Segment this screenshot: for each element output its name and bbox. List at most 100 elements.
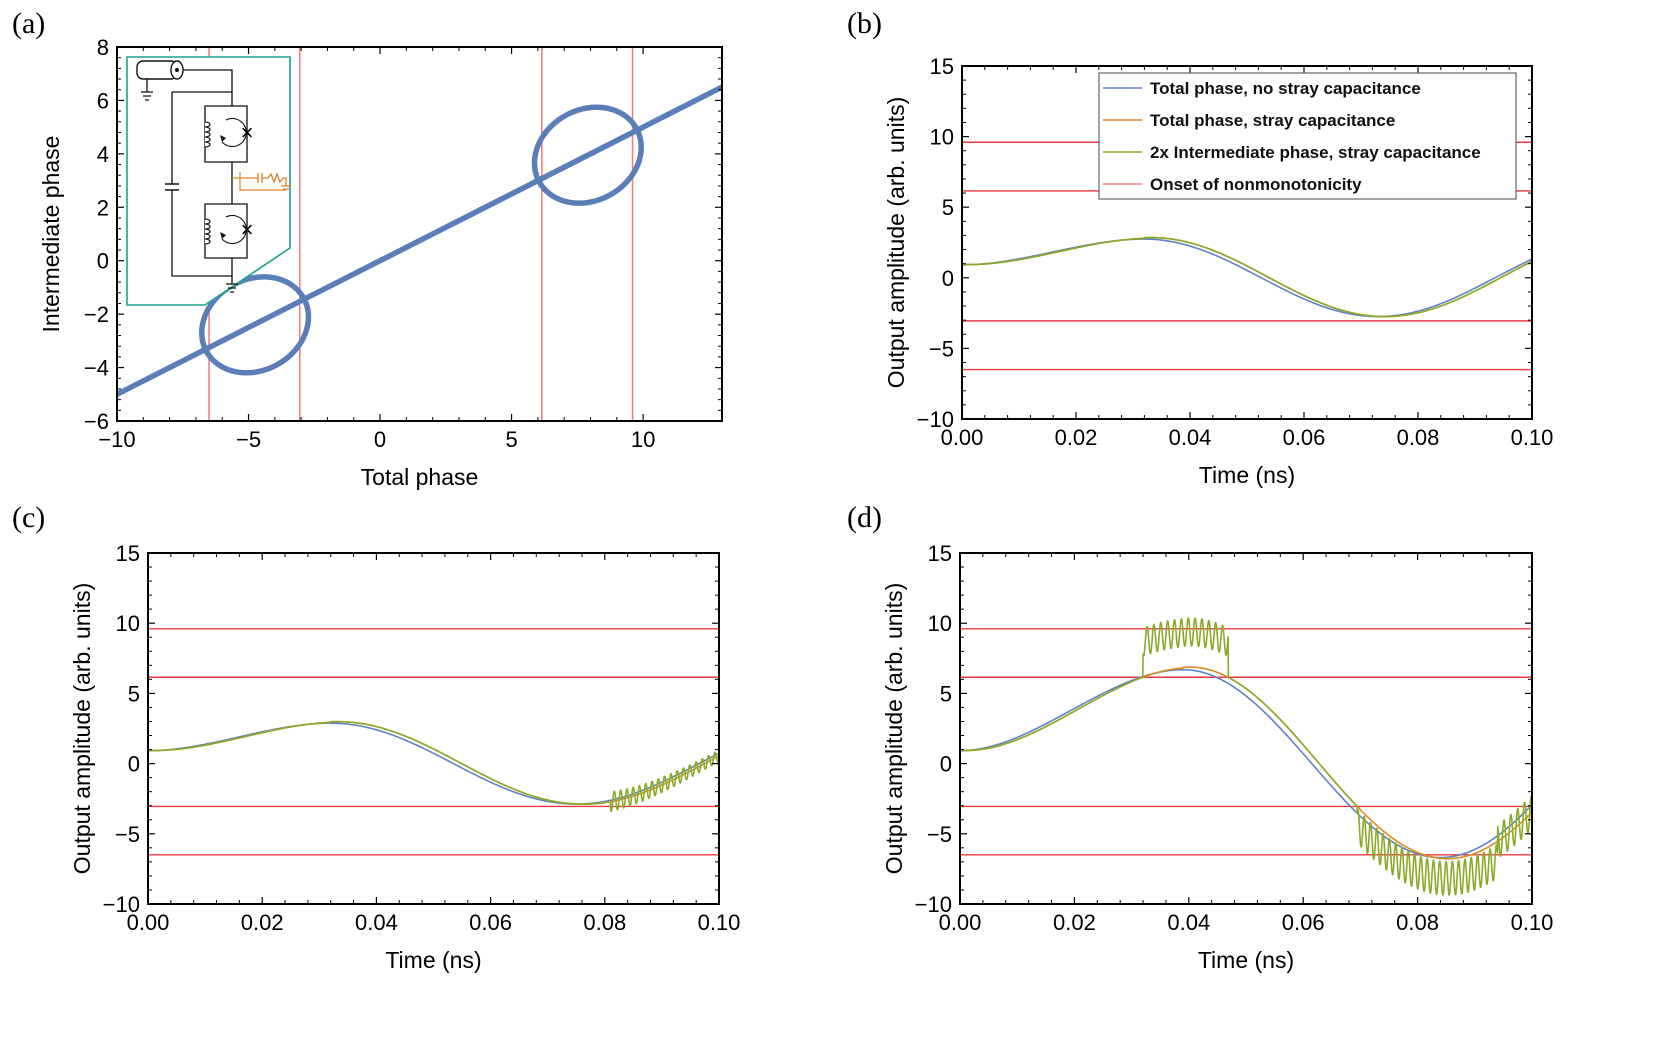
upper-loop <box>531 104 644 206</box>
x-tick-label: 0.08 <box>583 910 626 935</box>
legend-label: Total phase, stray capacitance <box>1150 111 1395 130</box>
circuit-inset: ×× <box>126 56 291 306</box>
x-tick-label: 0.00 <box>941 425 984 450</box>
y-tick-label: 0 <box>128 752 140 777</box>
x-tick-label: 0 <box>374 427 386 452</box>
panel-c: 0.00 0.02 0.04 0.06 0.08 0.10 −10 −5 0 5 10 15 Time … <box>12 501 740 973</box>
arrowhead-icon <box>220 232 226 239</box>
x-tick-label: 0.00 <box>939 910 982 935</box>
y-axis-label: Output amplitude (arb. units) <box>881 583 907 874</box>
x-tick-label: 0.06 <box>1282 910 1325 935</box>
inductor-icon <box>204 218 211 245</box>
y-tick-label: −4 <box>84 356 109 381</box>
panel-label-a: (a) <box>12 7 45 40</box>
frame-c <box>147 552 720 905</box>
y-tick-label: −5 <box>927 822 952 847</box>
x-tick-label: 0.10 <box>698 910 741 935</box>
junction-icon: × <box>241 120 254 145</box>
legend-box <box>1098 72 1517 200</box>
y-tick-label: −10 <box>915 892 952 917</box>
flux-arrow-icon <box>221 214 247 245</box>
x-tick-label: 5 <box>505 427 517 452</box>
x-axis-label: Total phase <box>361 464 479 490</box>
x-tick-label: 0.02 <box>241 910 284 935</box>
x-tick-label: 0.06 <box>469 910 512 935</box>
lower-loop <box>199 274 312 376</box>
y-tick-label: 0 <box>940 752 952 777</box>
y-tick-label: 5 <box>942 195 954 220</box>
x-tick-label: −10 <box>98 427 135 452</box>
y-tick-label: 4 <box>97 142 109 167</box>
y-tick-label: 15 <box>930 54 954 79</box>
series-intermediate <box>960 617 1532 896</box>
wire <box>171 91 238 293</box>
y-tick-label: −5 <box>115 822 140 847</box>
y-tick-label: −10 <box>103 892 140 917</box>
x-tick-label: 0.02 <box>1053 910 1096 935</box>
coax-pin-icon <box>175 68 179 72</box>
panel-d: 0.00 0.02 0.04 0.06 0.08 0.10 −10 −5 0 5 10 15 Time … <box>847 501 1553 973</box>
y-tick-label: 15 <box>928 541 952 566</box>
x-tick-label: 0.10 <box>1511 910 1554 935</box>
inductor-icon <box>204 121 211 148</box>
x-axis-label: Time (ns) <box>1198 947 1294 973</box>
y-tick-label: −10 <box>917 407 954 432</box>
series-no-stray <box>962 238 1532 318</box>
x-tick-label: 0.02 <box>1055 425 1098 450</box>
x-tick-label: 0.06 <box>1283 425 1326 450</box>
x-tick-label: −5 <box>236 427 261 452</box>
y-tick-label: 2 <box>97 195 109 220</box>
y-tick-label: 5 <box>940 681 952 706</box>
panel-a: −10 −5 0 5 10 −6 −4 −2 0 2 4 6 8 Total phase Intermedi… <box>12 7 723 490</box>
series-no-stray <box>148 722 719 805</box>
y-tick-label: −5 <box>929 336 954 361</box>
x-tick-label: 0.10 <box>1511 425 1554 450</box>
plot-area-d <box>960 617 1532 896</box>
flux-arrow-icon <box>221 117 247 148</box>
y-axis-label: Intermediate phase <box>38 136 64 333</box>
legend-label: Onset of nonmonotonicity <box>1150 175 1362 194</box>
y-tick-label: 10 <box>116 611 140 636</box>
arrowhead-icon <box>220 135 226 142</box>
legend: Total phase, no stray capacitance Total p… <box>1098 72 1517 200</box>
legend-label: 2x Intermediate phase, stray capacitance <box>1150 143 1481 162</box>
stray-wire <box>239 172 286 191</box>
panel-label-c: (c) <box>12 501 45 534</box>
series-intermediate <box>148 720 719 813</box>
y-tick-label: 5 <box>128 681 140 706</box>
y-axis-label: Output amplitude (arb. units) <box>69 583 95 874</box>
y-tick-label: 6 <box>97 88 109 113</box>
x-axis-label: Time (ns) <box>385 947 481 973</box>
panel-label-b: (b) <box>847 7 882 40</box>
y-axis-label: Output amplitude (arb. units) <box>883 97 909 388</box>
series-no-stray <box>960 668 1532 859</box>
capacitor-icon <box>165 183 179 191</box>
main-branch-line <box>117 84 722 397</box>
series-intermediate <box>962 236 1532 318</box>
x-axis-label: Time (ns) <box>1199 462 1295 488</box>
y-tick-label: 8 <box>97 35 109 60</box>
wire <box>183 69 233 92</box>
frame-d <box>959 552 1533 905</box>
inset-border <box>126 56 291 306</box>
legend-label: Total phase, no stray capacitance <box>1150 79 1421 98</box>
panel-label-d: (d) <box>847 501 882 534</box>
plot-area-a <box>117 47 722 421</box>
stray-capacitance-icon <box>232 172 291 190</box>
x-tick-label: 0.08 <box>1396 910 1439 935</box>
y-tick-label: −2 <box>84 302 109 327</box>
ground-icon <box>141 79 153 101</box>
series-stray <box>148 720 719 805</box>
plot-area-c <box>148 628 719 856</box>
y-tick-label: 0 <box>97 249 109 274</box>
frame-a <box>116 46 723 422</box>
x-tick-label: 0.00 <box>127 910 170 935</box>
y-tick-label: 10 <box>930 125 954 150</box>
frame-b <box>961 65 1533 420</box>
x-tick-label: 10 <box>631 427 655 452</box>
x-tick-label: 0.04 <box>1167 910 1210 935</box>
x-tick-label: 0.04 <box>355 910 398 935</box>
y-tick-label: 15 <box>116 541 140 566</box>
x-tick-label: 0.04 <box>1169 425 1212 450</box>
